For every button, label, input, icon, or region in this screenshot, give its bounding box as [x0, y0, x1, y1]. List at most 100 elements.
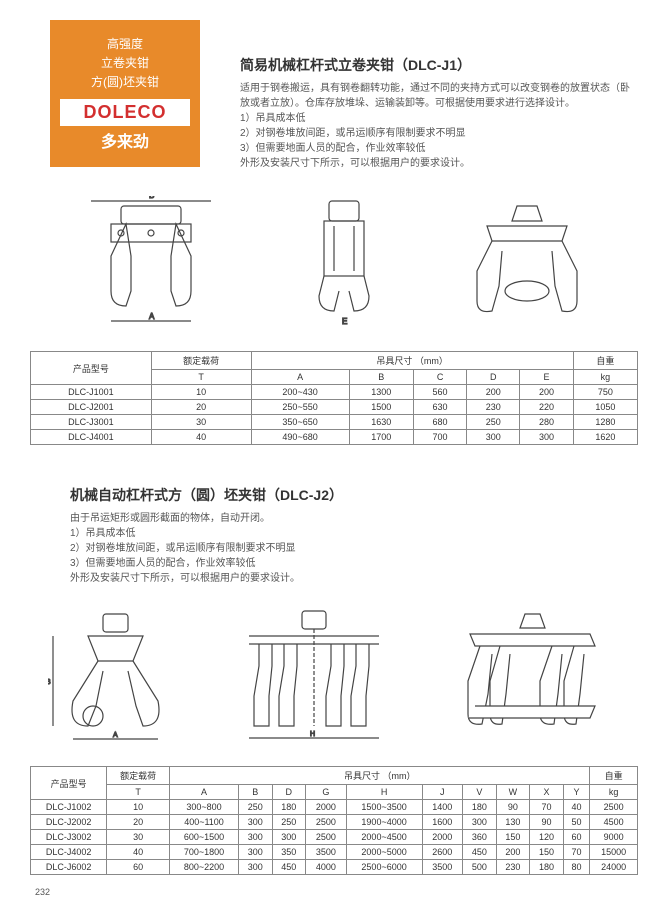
- th2-dim: 吊具尺寸 （mm）: [170, 767, 590, 785]
- th-E: E: [520, 370, 573, 385]
- clamp2-diagram-iso: [439, 605, 621, 747]
- section1-item1: 1）吊具成本低: [240, 111, 638, 126]
- cell-H: 1900~4000: [346, 815, 422, 830]
- cell-W: 200: [496, 845, 530, 860]
- cell-A: 250~550: [251, 400, 349, 415]
- cell-G: 2500: [306, 815, 347, 830]
- th2-kg: kg: [590, 785, 638, 800]
- th-load: 额定载荷: [151, 352, 251, 370]
- cell-X: 90: [530, 815, 564, 830]
- cell-A: 600~1500: [170, 830, 239, 845]
- section-dlc-j1: 简易机械杠杆式立卷夹钳（DLC-J1） 适用于钢卷搬运，具有钢卷翻转功能，通过不…: [240, 55, 638, 171]
- badge-line-2: 立卷夹钳: [60, 54, 190, 73]
- cell-V: 360: [463, 830, 497, 845]
- cell-E: 200: [520, 385, 573, 400]
- page-number: 232: [35, 887, 50, 897]
- cell-C: 700: [413, 430, 466, 445]
- cell-kg: 24000: [590, 860, 638, 875]
- cell-kg: 1280: [573, 415, 637, 430]
- cell-model: DLC-J1001: [31, 385, 152, 400]
- svg-text:B: B: [149, 196, 154, 200]
- spec-table-j1: 产品型号 额定载荷 吊具尺寸 （mm） 自重 T A B C D E kg DL…: [30, 351, 638, 445]
- cell-J: 1400: [422, 800, 463, 815]
- cell-G: 4000: [306, 860, 347, 875]
- cell-D: 180: [272, 800, 306, 815]
- cell-D: 350: [272, 845, 306, 860]
- cell-T: 20: [151, 400, 251, 415]
- cell-D: 300: [272, 830, 306, 845]
- cell-model: DLC-J3002: [31, 830, 107, 845]
- th2-V: V: [463, 785, 497, 800]
- cell-H: 1500~3500: [346, 800, 422, 815]
- th2-B: B: [238, 785, 272, 800]
- th-D: D: [467, 370, 520, 385]
- cell-V: 300: [463, 815, 497, 830]
- cell-G: 2000: [306, 800, 347, 815]
- cell-D: 450: [272, 860, 306, 875]
- cell-X: 150: [530, 845, 564, 860]
- table-row: DLC-J400240700~180030035035002000~500026…: [31, 845, 638, 860]
- cell-model: DLC-J4002: [31, 845, 107, 860]
- cell-W: 150: [496, 830, 530, 845]
- section2-desc1: 由于吊运矩形或圆形截面的物体，自动开闭。: [70, 511, 638, 526]
- cell-W: 130: [496, 815, 530, 830]
- table-row: DLC-J200220400~110030025025001900~400016…: [31, 815, 638, 830]
- clamp2-diagram-side: B A: [47, 605, 189, 747]
- cell-Y: 70: [563, 845, 590, 860]
- cell-A: 490~680: [251, 430, 349, 445]
- cell-B: 300: [238, 845, 272, 860]
- cell-T: 60: [107, 860, 170, 875]
- cell-G: 3500: [306, 845, 347, 860]
- th2-weight: 自重: [590, 767, 638, 785]
- th2-H: H: [346, 785, 422, 800]
- cell-Y: 40: [563, 800, 590, 815]
- cell-T: 30: [107, 830, 170, 845]
- th2-X: X: [530, 785, 564, 800]
- svg-text:B: B: [48, 679, 51, 686]
- badge-line-3: 方(圆)坯夹钳: [60, 73, 190, 92]
- cell-X: 120: [530, 830, 564, 845]
- cell-B: 300: [238, 860, 272, 875]
- cell-model: DLC-J2002: [31, 815, 107, 830]
- cell-D: 300: [467, 430, 520, 445]
- cell-model: DLC-J3001: [31, 415, 152, 430]
- section2-desc2: 外形及安装尺寸下所示，可以根据用户的要求设计。: [70, 571, 638, 586]
- cell-T: 40: [107, 845, 170, 860]
- cell-G: 2500: [306, 830, 347, 845]
- th-B: B: [349, 370, 413, 385]
- cell-B: 250: [238, 800, 272, 815]
- cell-D: 200: [467, 385, 520, 400]
- th-dim: 吊具尺寸 （mm）: [251, 352, 573, 370]
- cell-C: 630: [413, 400, 466, 415]
- section2-title: 机械自动杠杆式方（圆）坯夹钳（DLC-J2）: [70, 485, 638, 505]
- th2-G: G: [306, 785, 347, 800]
- svg-text:A: A: [113, 732, 118, 739]
- svg-text:A: A: [149, 312, 155, 321]
- spec-table-j2: 产品型号 额定载荷 吊具尺寸 （mm） 自重 T A B D G H J V W…: [30, 766, 638, 875]
- cell-kg: 750: [573, 385, 637, 400]
- cell-J: 2000: [422, 830, 463, 845]
- cell-model: DLC-J2001: [31, 400, 152, 415]
- th-weight: 自重: [573, 352, 637, 370]
- section2-item2: 2）对钢卷堆放间距，或吊运顺序有限制要求不明显: [70, 541, 638, 556]
- section1-desc2: 外形及安装尺寸下所示，可以根据用户的要求设计。: [240, 156, 638, 171]
- th2-A: A: [170, 785, 239, 800]
- cell-B: 300: [238, 830, 272, 845]
- cell-model: DLC-J1002: [31, 800, 107, 815]
- section2-item3: 3）但需要地面人员的配合，作业效率较低: [70, 556, 638, 571]
- svg-text:H: H: [310, 731, 315, 738]
- table-row: DLC-J200120250~55015006302302201050: [31, 400, 638, 415]
- th2-load: 额定载荷: [107, 767, 170, 785]
- cell-kg: 15000: [590, 845, 638, 860]
- cell-J: 2600: [422, 845, 463, 860]
- cell-T: 20: [107, 815, 170, 830]
- cell-X: 180: [530, 860, 564, 875]
- cell-B: 1500: [349, 400, 413, 415]
- diagram-row-1: B A E: [30, 191, 638, 331]
- cell-D: 250: [272, 815, 306, 830]
- cell-T: 10: [107, 800, 170, 815]
- th2-model: 产品型号: [31, 767, 107, 800]
- cell-C: 560: [413, 385, 466, 400]
- table-row: DLC-J100110200~4301300560200200750: [31, 385, 638, 400]
- diagram-row-2: B A H: [30, 601, 638, 751]
